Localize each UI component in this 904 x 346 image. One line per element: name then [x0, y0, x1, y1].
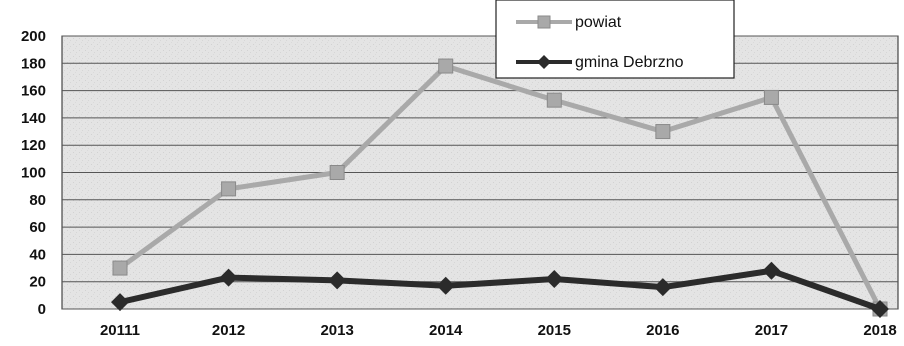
x-tick-label: 2016: [646, 322, 679, 339]
data-point-powiat: [763, 89, 779, 105]
x-tick-label: 2015: [538, 322, 571, 339]
data-point-gmina: [653, 278, 672, 297]
y-tick-label: 80: [29, 192, 46, 209]
data-point-gmina: [762, 261, 781, 280]
data-point-powiat: [546, 92, 562, 108]
x-tick-label: 2012: [212, 322, 245, 339]
data-point-powiat: [329, 165, 345, 180]
y-tick-label: 40: [29, 246, 46, 263]
x-tick-label: 2017: [755, 322, 788, 339]
y-tick-label: 140: [21, 110, 46, 127]
y-tick-label: 160: [21, 83, 46, 100]
data-point-gmina: [436, 276, 455, 295]
data-point-powiat: [655, 124, 671, 140]
data-point-gmina: [871, 300, 889, 318]
y-tick-label: 180: [21, 55, 46, 72]
series-group: [111, 58, 889, 318]
data-point-gmina: [545, 269, 564, 288]
legend-label-powiat: powiat: [575, 14, 622, 31]
x-tick-label: 2014: [429, 322, 463, 339]
y-tick-label: 0: [38, 301, 46, 318]
y-tick-label: 60: [29, 219, 46, 236]
x-tick-label: 2013: [320, 322, 353, 339]
data-point-gmina: [111, 293, 129, 312]
legend: powiat gmina Debrzno: [495, 0, 735, 79]
legend-box: [495, 0, 735, 79]
y-tick-label: 100: [21, 165, 46, 182]
data-point-powiat: [112, 260, 128, 276]
data-point-gmina: [219, 268, 238, 287]
legend-marker-powiat: [537, 15, 551, 29]
x-axis-ticks: 20111 2012 2013 2014 2015 2016 2017 2018: [100, 322, 897, 339]
legend-label-gmina: gmina Debrzno: [575, 54, 684, 71]
x-tick-label: 20111: [100, 322, 140, 339]
y-tick-label: 120: [21, 137, 46, 154]
series-line-1: [119, 267, 881, 312]
series-line-0: [118, 63, 883, 311]
data-point-powiat: [221, 181, 237, 197]
legend-marker-gmina: [537, 55, 551, 69]
y-tick-label: 20: [29, 274, 46, 291]
data-point-powiat: [438, 58, 454, 74]
x-tick-label: 2018: [863, 322, 896, 339]
y-tick-label: 200: [21, 28, 46, 45]
data-point-gmina: [328, 271, 347, 290]
